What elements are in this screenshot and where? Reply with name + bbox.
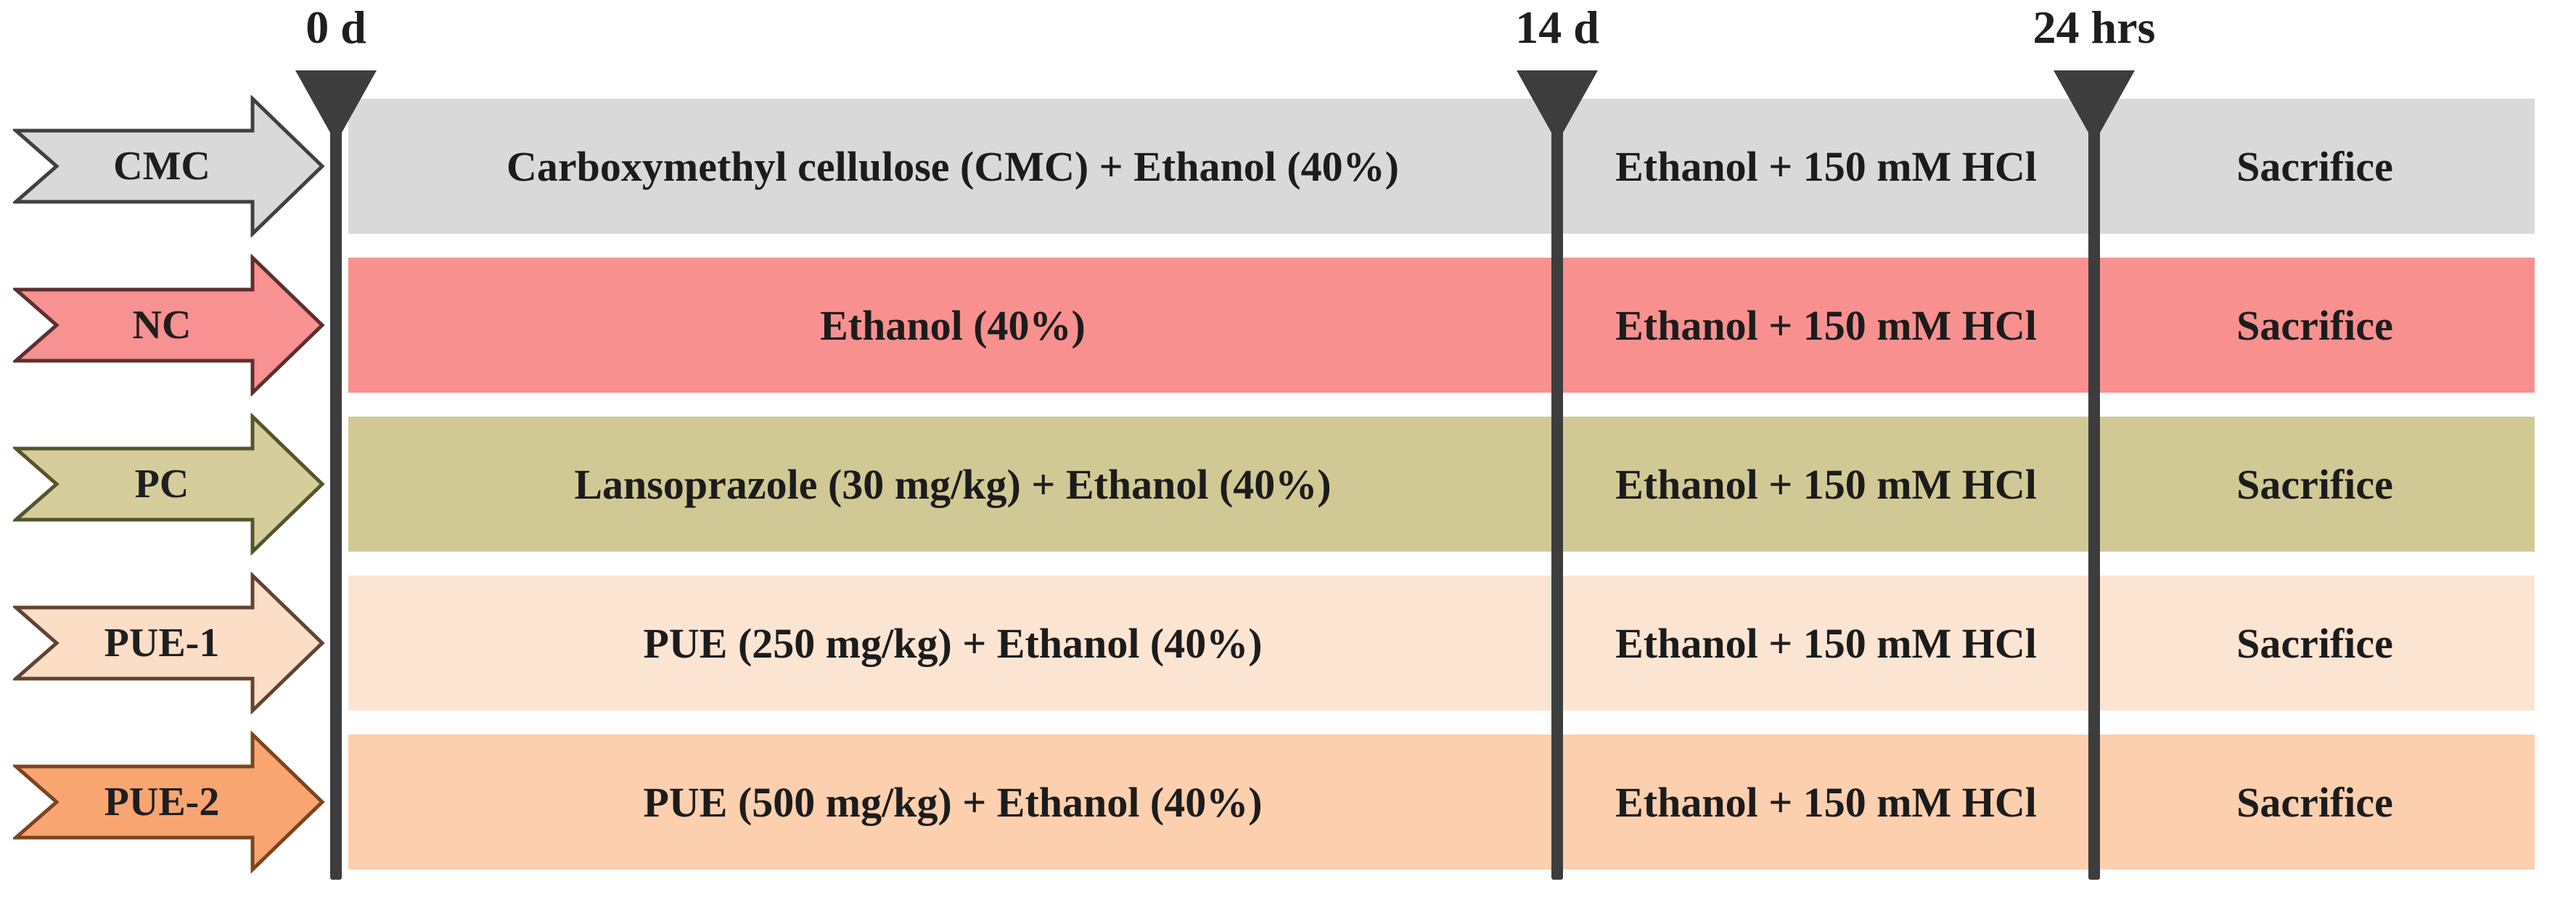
phase3-text: Sacrifice [2236, 301, 2393, 349]
group-label: PUE-1 [104, 621, 220, 666]
block-arrow-icon [13, 572, 325, 714]
group-arrow-pue2: PUE-2 [13, 731, 325, 873]
treatment-band-nc: Ethanol (40%) Ethanol + 150 mM HCl Sacri… [348, 258, 2535, 393]
timeline-vertical-line [330, 109, 342, 880]
group-label: NC [132, 303, 192, 348]
group-label: PUE-2 [104, 780, 220, 825]
group-label: PC [134, 462, 189, 507]
group-arrow-pc: PC [13, 413, 325, 555]
phase1-text: Lansoprazole (30 mg/kg) + Ethanol (40%) [574, 460, 1332, 508]
group-arrow-cmc: CMC [13, 95, 325, 237]
treatment-band-pue1: PUE (250 mg/kg) + Ethanol (40%) Ethanol … [348, 576, 2535, 711]
phase1-text: PUE (500 mg/kg) + Ethanol (40%) [643, 778, 1263, 826]
phase3-text: Sacrifice [2236, 460, 2393, 508]
phase2-text: Ethanol + 150 mM HCl [1615, 460, 2037, 508]
timeline-vertical-line [1551, 109, 1563, 880]
phase2-text: Ethanol + 150 mM HCl [1615, 301, 2037, 349]
timeline-vertical-line [2088, 109, 2100, 880]
timepoint-label: 0 d [305, 1, 366, 53]
timepoint-label: 14 d [1515, 1, 1599, 53]
phase3-text: Sacrifice [2236, 619, 2393, 667]
treatment-band-pue2: PUE (500 mg/kg) + Ethanol (40%) Ethanol … [348, 735, 2535, 870]
block-arrow-icon [13, 731, 325, 873]
phase1-text: PUE (250 mg/kg) + Ethanol (40%) [643, 619, 1263, 667]
phase2-text: Ethanol + 150 mM HCl [1615, 142, 2037, 190]
group-arrow-pue1: PUE-1 [13, 572, 325, 714]
phase2-text: Ethanol + 150 mM HCl [1615, 619, 2037, 667]
treatment-band-cmc: Carboxymethyl cellulose (CMC) + Ethanol … [348, 99, 2535, 234]
group-label: CMC [113, 144, 210, 189]
phase3-text: Sacrifice [2236, 778, 2393, 826]
phase1-text: Ethanol (40%) [820, 301, 1086, 349]
phase3-text: Sacrifice [2236, 142, 2393, 190]
treatment-band-pc: Lansoprazole (30 mg/kg) + Ethanol (40%) … [348, 417, 2535, 552]
group-arrow-nc: NC [13, 254, 325, 396]
block-arrow-icon [13, 254, 325, 396]
phase1-text: Carboxymethyl cellulose (CMC) + Ethanol … [506, 142, 1399, 190]
phase2-text: Ethanol + 150 mM HCl [1615, 778, 2037, 826]
block-arrow-icon [13, 95, 325, 237]
block-arrow-icon [13, 413, 325, 555]
timepoint-label: 24 hrs [2033, 1, 2156, 53]
